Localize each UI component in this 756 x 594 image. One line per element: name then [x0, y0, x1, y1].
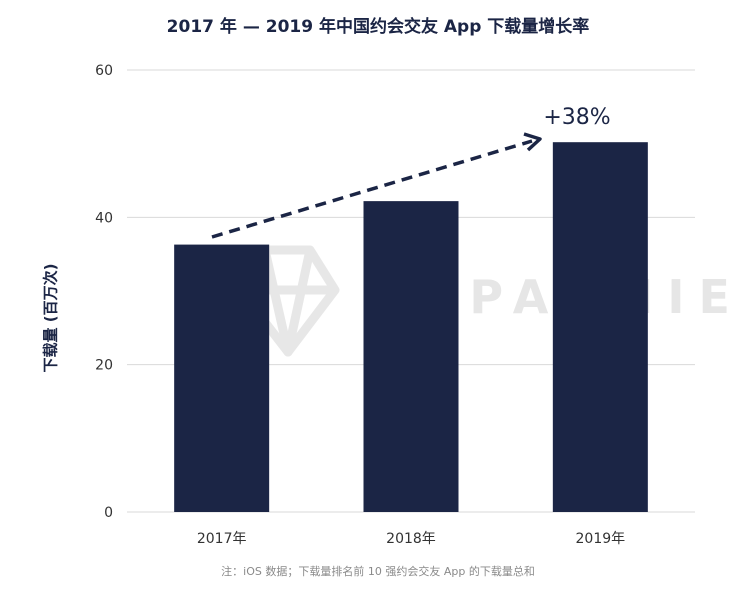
growth-annotation: +38% — [543, 105, 610, 130]
x-tick-label: 2017年 — [197, 531, 247, 547]
x-tick-labels: 2017年 2018年 2019年 — [197, 531, 625, 547]
bars — [174, 142, 648, 513]
watermark: APPANNIE — [235, 245, 730, 357]
y-tick-label: 60 — [95, 63, 113, 79]
trend-arrow-line — [211, 139, 533, 239]
y-tick-label: 0 — [104, 505, 113, 521]
trend-arrow-head-icon — [523, 132, 542, 152]
trend-annotation: +38% — [211, 105, 611, 239]
x-tick-label: 2018年 — [386, 531, 436, 547]
bar — [363, 201, 459, 513]
chart-title: 2017 年 — 2019 年中国约会交友 App 下载量增长率 — [166, 17, 590, 37]
bar — [552, 142, 648, 512]
footnote: 注：iOS 数据；下载量排名前 10 强约会交友 App 的下载量总和 — [221, 565, 535, 578]
x-tick-label: 2019年 — [576, 531, 626, 547]
y-tick-labels: 0 20 40 60 — [95, 63, 113, 521]
bar — [174, 244, 270, 512]
y-tick-label: 40 — [95, 210, 113, 226]
y-tick-label: 20 — [95, 358, 113, 374]
